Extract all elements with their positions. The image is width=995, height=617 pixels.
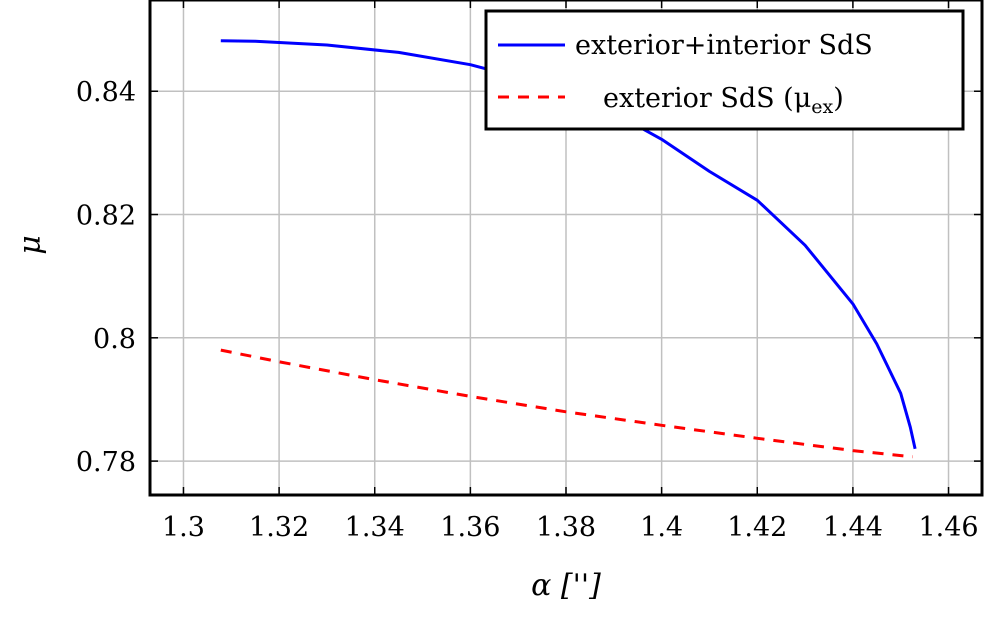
legend: exterior+interior SdS exterior SdS (μex) <box>484 9 965 131</box>
legend-label-1-sub: ex <box>811 96 833 118</box>
x-tick-label: 1.36 <box>440 512 500 543</box>
y-tick-label: 0.82 <box>76 201 136 232</box>
legend-label-1-main: exterior SdS (μ <box>603 83 811 114</box>
x-tick-label: 1.46 <box>918 512 978 543</box>
y-tick-label: 0.78 <box>76 447 136 478</box>
y-tick-label: 0.84 <box>76 77 136 108</box>
series-line-1 <box>220 348 913 459</box>
x-axis-title: α [''] <box>531 568 601 603</box>
x-tick-label: 1.42 <box>727 512 787 543</box>
y-axis-title: μ <box>13 235 48 255</box>
x-tick-label: 1.4 <box>640 512 683 543</box>
legend-label-1: exterior SdS (μex) <box>603 83 844 118</box>
x-tick-label: 1.34 <box>345 512 405 543</box>
ticks <box>150 0 982 495</box>
y-tick-label: 0.8 <box>93 324 136 355</box>
x-tick-label: 1.38 <box>536 512 596 543</box>
series-layer <box>220 39 917 459</box>
tick-labels: 1.3 1.32 1.34 1.36 1.38 1.4 1.42 1.44 1.46 0.78 0.… <box>76 77 979 543</box>
x-tick-label: 1.32 <box>249 512 309 543</box>
legend-label-1-close: ) <box>833 83 844 114</box>
legend-label-0: exterior+interior SdS <box>575 30 873 61</box>
x-tick-label: 1.3 <box>162 512 205 543</box>
series-line-0 <box>220 39 917 450</box>
legend-box <box>484 9 965 131</box>
x-tick-label: 1.44 <box>823 512 883 543</box>
